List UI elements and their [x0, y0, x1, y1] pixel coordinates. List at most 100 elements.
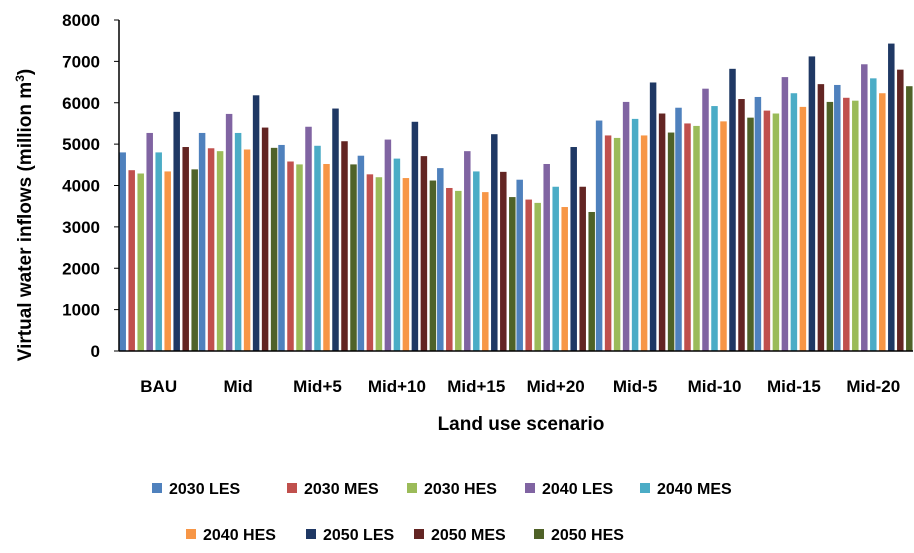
- bar: [243, 149, 251, 351]
- legend-label: 2030 HES: [424, 481, 497, 498]
- bar: [287, 161, 294, 351]
- bar: [834, 84, 841, 352]
- bar: [658, 113, 666, 351]
- y-axis-title-end: ): [15, 69, 36, 75]
- bar: [296, 164, 303, 351]
- bar: [402, 178, 410, 351]
- bar: [799, 106, 807, 351]
- y-tick-label: 6000: [62, 94, 100, 113]
- bar: [879, 93, 886, 351]
- bar: [772, 113, 780, 351]
- legend-swatch: [407, 483, 417, 493]
- bar: [375, 177, 383, 351]
- y-tick-label: 8000: [62, 11, 100, 30]
- bar: [622, 101, 630, 351]
- bar: [552, 186, 559, 351]
- legend: 2030 LES 2030 MES 2030 HES 2040 LES 2040 MES…: [152, 481, 732, 544]
- x-tick-label: Mid+15: [447, 377, 505, 396]
- bar: [350, 164, 357, 351]
- bar: [649, 82, 657, 351]
- x-tick-label: Mid: [223, 377, 252, 396]
- bar: [270, 147, 278, 351]
- bar: [182, 147, 189, 351]
- bar: [366, 174, 374, 351]
- bar: [482, 192, 489, 351]
- bar: [711, 106, 718, 351]
- x-tick-label: Mid+5: [293, 377, 342, 396]
- bar: [357, 155, 365, 351]
- x-tick-label: Mid+10: [368, 377, 426, 396]
- bar: [146, 132, 153, 351]
- bar: [464, 151, 471, 351]
- bar: [852, 100, 859, 352]
- y-tick-label: 2000: [62, 259, 100, 278]
- bar: [684, 123, 691, 351]
- bar: [314, 145, 321, 351]
- bar: [137, 173, 144, 351]
- x-tick-label: BAU: [140, 377, 177, 396]
- bar: [631, 118, 639, 351]
- x-tick-label: Mid-15: [767, 377, 821, 396]
- y-tick-label: 1000: [62, 301, 100, 320]
- bar: [500, 171, 507, 351]
- legend-label: 2040 LES: [542, 481, 613, 498]
- legend-swatch: [414, 529, 424, 539]
- y-axis-title-main: Virtual water inflows (million m: [15, 82, 36, 361]
- y-axis-title: Virtual water inflows (million m3): [13, 69, 36, 361]
- bar: [870, 78, 877, 351]
- legend-swatch: [525, 483, 535, 493]
- legend-swatch: [152, 483, 162, 493]
- bar: [128, 170, 135, 351]
- bar: [252, 95, 260, 351]
- bar: [808, 56, 816, 351]
- bar: [897, 69, 904, 352]
- x-tick-label: Mid-10: [688, 377, 742, 396]
- y-tick-label: 0: [91, 342, 100, 361]
- x-tick-label: Mid+20: [527, 377, 585, 396]
- bar: [604, 135, 612, 351]
- bar: [675, 107, 682, 351]
- x-tick-label: Mid-20: [846, 377, 900, 396]
- y-tick-label: 3000: [62, 218, 100, 237]
- bar: [561, 207, 568, 351]
- y-tick-label: 7000: [62, 52, 100, 71]
- bar: [906, 86, 913, 351]
- legend-swatch: [287, 483, 297, 493]
- bar: [216, 151, 224, 351]
- bar: [261, 127, 269, 351]
- bar: [384, 139, 392, 351]
- bar: [861, 64, 868, 352]
- bar: [888, 43, 895, 351]
- bar: [420, 156, 428, 351]
- legend-label: 2030 MES: [304, 481, 379, 498]
- bar: [570, 147, 577, 351]
- bar: [640, 135, 648, 351]
- bar: [491, 134, 498, 351]
- legend-label: 2050 LES: [323, 527, 394, 544]
- bar: [341, 141, 348, 351]
- bar: [509, 197, 516, 351]
- bar: [790, 93, 798, 351]
- legend-label: 2040 MES: [657, 481, 732, 498]
- bar: [738, 99, 745, 351]
- y-tick-label: 4000: [62, 177, 100, 196]
- ticks-layer: 0 1000 2000 3000 4000 5000 6000 7000 8000 BAU Mid M…: [62, 11, 900, 396]
- bar: [323, 163, 330, 351]
- bar: [173, 111, 180, 351]
- bar: [763, 110, 771, 351]
- bar: [588, 211, 595, 351]
- bar: [455, 190, 462, 351]
- legend-label: 2030 LES: [169, 481, 240, 498]
- y-axis-title-superscript: 3: [13, 75, 27, 82]
- legend-swatch: [534, 529, 544, 539]
- y-tick-label: 5000: [62, 135, 100, 154]
- bar: [781, 77, 789, 351]
- legend-swatch: [186, 529, 196, 539]
- bar: [817, 84, 825, 351]
- bar: [525, 199, 532, 351]
- bar: [225, 113, 233, 351]
- bar: [164, 171, 171, 351]
- bar: [747, 117, 754, 352]
- legend-label: 2050 HES: [551, 527, 624, 544]
